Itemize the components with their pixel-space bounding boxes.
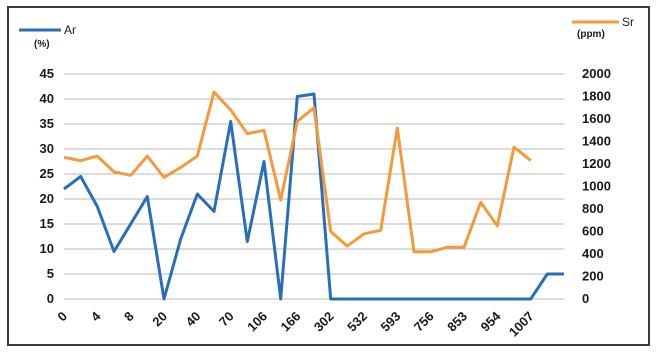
right-tick-label: 1000 [582,179,611,194]
right-tick-label: 400 [582,246,604,261]
left-tick-label: 40 [40,91,54,106]
right-tick-label: 1800 [582,89,611,104]
right-tick-label: 1600 [582,111,611,126]
right-tick-label: 2000 [582,66,611,81]
right-tick-label: 1400 [582,134,611,149]
left-tick-label: 25 [40,166,54,181]
x-tick-label: 593 [378,309,404,335]
right-tick-label: 1200 [582,156,611,171]
left-tick-label: 30 [40,141,54,156]
series-lines [63,90,564,301]
left-tick-label: 45 [40,66,54,81]
x-tick-label: 1007 [506,309,537,340]
x-axis-ticks: 0 4 8 20 40 70 106 166 302 532 593 756 853 954 1007 [54,308,536,340]
x-tick-label: 0 [54,309,70,325]
right-tick-label: 0 [582,291,589,306]
x-tick-label: 532 [344,309,370,335]
legend: Ar (%) (ppm) Sr [19,15,634,50]
right-tick-label: 800 [582,201,604,216]
x-tick-label: 954 [478,308,504,334]
left-tick-label: 15 [40,216,54,231]
chart-frame: 0 5 10 15 20 25 30 35 40 45 0 200 400 600 800 1000 1200… [7,6,650,346]
x-tick-label: 302 [311,309,337,335]
x-tick-label: 8 [121,309,137,325]
right-axis-ticks: 0 200 400 600 800 1000 1200 1400 1600 1800 2000 [582,66,611,306]
x-tick-label: 40 [183,309,204,330]
x-tick-label: 4 [88,308,104,324]
right-axis-unit: (ppm) [577,29,605,40]
x-tick-label: 106 [244,309,270,335]
x-tick-label: 20 [149,309,170,330]
left-axis-ticks: 0 5 10 15 20 25 30 35 40 45 [40,66,54,306]
left-tick-label: 0 [47,291,54,306]
legend-label-ar: Ar [64,23,76,37]
left-tick-label: 20 [40,191,54,206]
right-tick-label: 600 [582,224,604,239]
left-tick-label: 5 [47,266,54,281]
x-tick-label: 70 [216,309,237,330]
right-tick-label: 200 [582,269,604,284]
x-tick-label: 166 [278,309,304,335]
left-tick-label: 35 [40,116,54,131]
series-line-ar [63,92,564,301]
legend-label-sr: Sr [622,15,634,29]
left-axis-unit: (%) [34,39,50,50]
left-tick-label: 10 [40,241,54,256]
x-tick-label: 853 [444,309,470,335]
x-tick-label: 756 [411,309,437,335]
series-line-sr [63,90,532,254]
